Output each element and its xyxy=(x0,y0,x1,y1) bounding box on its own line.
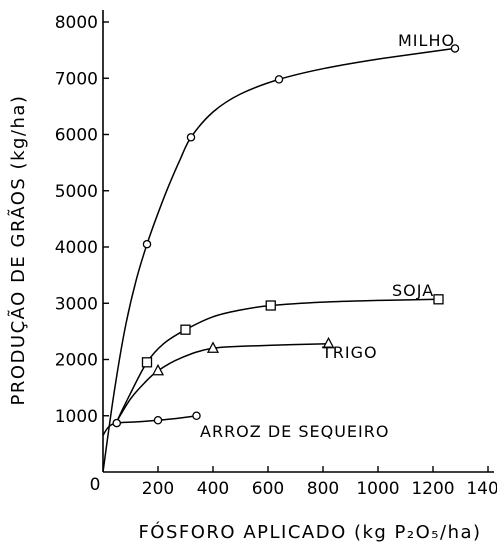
series-line-arroz-de-sequeiro xyxy=(102,415,197,436)
data-point-arroz-de-sequeiro xyxy=(192,411,201,420)
y-tick-label: 7000 xyxy=(55,69,98,89)
x-tick-label: 400 xyxy=(197,479,229,499)
y-tick-label: 2000 xyxy=(55,351,98,371)
series-arroz-de-sequeiro xyxy=(102,411,201,436)
series-label-milho: MILHO xyxy=(398,31,455,50)
data-point-arroz-de-sequeiro xyxy=(112,418,122,428)
x-tick-label: 1000 xyxy=(356,479,399,499)
series-line-trigo xyxy=(116,343,329,422)
y-tick-label: 8000 xyxy=(55,13,98,33)
x-tick-label: 800 xyxy=(307,479,339,499)
series-line-milho xyxy=(102,47,456,473)
y-tick-label: 6000 xyxy=(55,126,98,146)
series-milho xyxy=(102,44,460,473)
data-point-arroz-de-sequeiro xyxy=(153,415,163,425)
data-point-trigo xyxy=(322,336,335,349)
x-tick-label: 1200 xyxy=(411,479,454,499)
x-tick-label: 1400 xyxy=(466,479,497,499)
data-point-soja xyxy=(180,324,191,335)
data-point-soja xyxy=(265,300,276,311)
x-axis-title: FÓSFORO APLICADO (kg P₂O₅/ha) xyxy=(138,521,481,543)
series-label-trigo: TRIGO xyxy=(321,343,378,362)
series-soja xyxy=(116,294,444,422)
data-point-trigo xyxy=(206,341,220,353)
x-tick-label: 200 xyxy=(142,479,174,499)
series-trigo xyxy=(116,336,335,422)
series-line-soja xyxy=(116,298,439,422)
y-tick-label: 3000 xyxy=(55,294,98,314)
data-point-milho xyxy=(186,133,196,142)
y-tick-label: 1000 xyxy=(55,407,98,427)
data-point-soja xyxy=(433,294,444,305)
y-axis-title: PRODUÇÃO DE GRÃOS (kg/ha) xyxy=(7,95,29,406)
origin-label: 0 xyxy=(90,475,101,495)
y-tick-label: 4000 xyxy=(55,238,98,258)
series-labels: MILHO SOJA TRIGO ARROZ DE SEQUEIRO xyxy=(200,31,455,441)
data-point-milho xyxy=(274,75,284,84)
data-point-trigo xyxy=(151,363,165,376)
data-point-soja xyxy=(141,357,153,368)
y-axis-ticks: 1000 2000 3000 4000 5000 6000 7000 8000 xyxy=(55,13,109,427)
data-point-milho xyxy=(450,44,460,53)
x-axis-ticks: 200 400 600 800 1000 1200 1400 xyxy=(142,466,497,499)
axes xyxy=(102,10,494,473)
y-tick-label: 5000 xyxy=(55,182,98,202)
x-tick-label: 600 xyxy=(252,479,284,499)
series-label-arroz-de-sequeiro: ARROZ DE SEQUEIRO xyxy=(200,422,389,441)
data-point-milho xyxy=(142,239,152,249)
series-layer xyxy=(102,44,460,473)
series-label-soja: SOJA xyxy=(392,281,434,300)
